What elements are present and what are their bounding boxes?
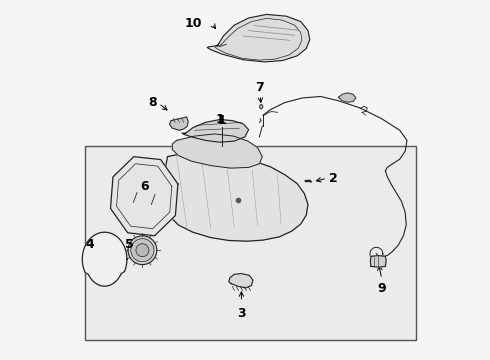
Text: 1: 1 (216, 113, 224, 126)
Polygon shape (259, 104, 263, 109)
Polygon shape (339, 93, 356, 102)
Polygon shape (162, 154, 308, 241)
Polygon shape (207, 14, 310, 62)
Circle shape (131, 239, 154, 262)
Circle shape (136, 244, 149, 257)
Text: 4: 4 (86, 238, 95, 251)
Polygon shape (182, 120, 248, 142)
Text: 10: 10 (185, 17, 202, 30)
Polygon shape (111, 157, 178, 236)
Text: 3: 3 (237, 307, 245, 320)
Polygon shape (229, 274, 253, 288)
Polygon shape (370, 256, 386, 267)
Polygon shape (170, 117, 188, 130)
Polygon shape (172, 134, 262, 168)
Text: 5: 5 (124, 238, 133, 251)
Polygon shape (82, 232, 127, 286)
Text: 7: 7 (255, 81, 264, 94)
Text: 2: 2 (329, 172, 338, 185)
Circle shape (128, 236, 157, 265)
Text: 1: 1 (217, 114, 226, 127)
Text: 8: 8 (148, 96, 157, 109)
Text: 9: 9 (377, 282, 386, 294)
Bar (85, 146, 416, 340)
Text: 6: 6 (140, 180, 149, 193)
